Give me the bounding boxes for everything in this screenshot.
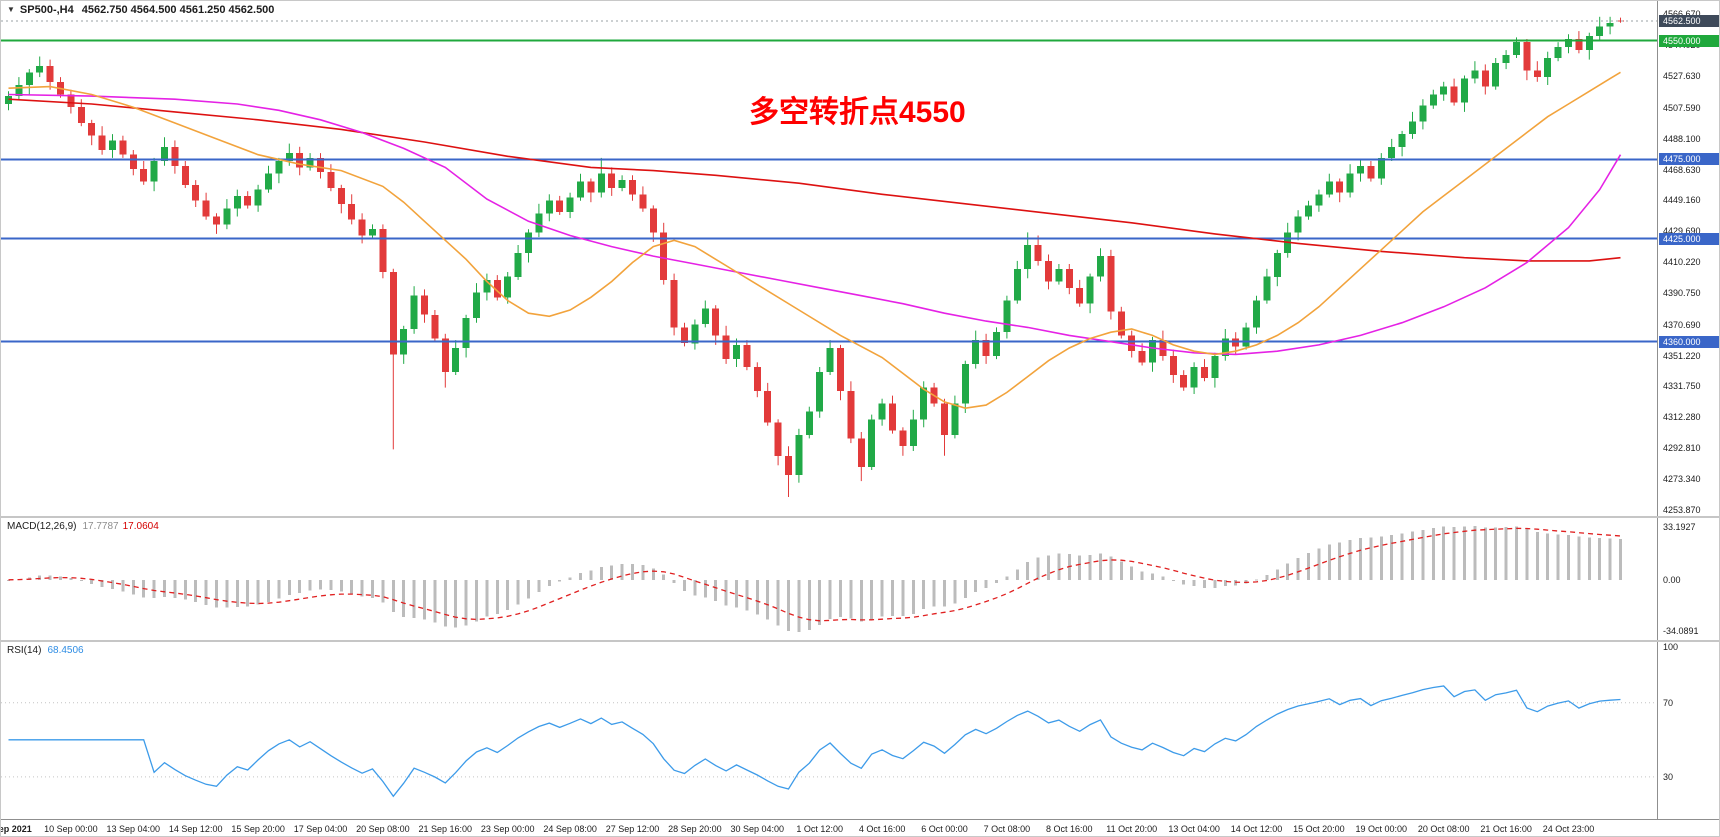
macd-axis-tick: -34.0891 — [1663, 626, 1699, 636]
time-axis-label: 28 Sep 20:00 — [668, 824, 722, 834]
price-level-tag: 4360.000 — [1659, 335, 1719, 348]
price-axis-tick: 4253.870 — [1663, 504, 1701, 515]
rsi-indicator-name: RSI(14) — [7, 645, 42, 656]
time-axis-label: 19 Oct 00:00 — [1355, 824, 1408, 834]
rsi-canvas[interactable] — [1, 642, 1657, 819]
rsi-axis-tick: 30 — [1663, 771, 1674, 782]
price-axis-tick: 4410.220 — [1663, 257, 1701, 268]
candles-group — [5, 16, 1624, 497]
time-axis-label: 8 Oct 16:00 — [1046, 824, 1093, 834]
macd-main-value: 17.7787 — [82, 521, 119, 532]
rsi-value: 68.4506 — [47, 645, 84, 656]
macd-signal-line — [8, 527, 1621, 622]
price-panel: ▼ SP500-,H4 4562.750 4564.500 4561.250 456… — [1, 1, 1719, 516]
time-axis-label: 15 Oct 20:00 — [1293, 824, 1345, 834]
time-axis-label: 13 Sep 04:00 — [106, 824, 161, 834]
panel-splitter[interactable] — [1, 516, 1719, 518]
main-chart-canvas[interactable] — [1, 1, 1657, 516]
macd-label: MACD(12,26,9) 17.7787 17.0604 — [7, 521, 159, 532]
macd-axis-tick: 33.1927 — [1663, 522, 1696, 532]
fast-ma-orange — [8, 71, 1621, 410]
time-axis-label: 10 Sep 00:00 — [44, 824, 98, 834]
macd-axis-tick: 0.00 — [1663, 574, 1681, 585]
macd-indicator-name: MACD(12,26,9) — [7, 521, 77, 532]
macd-axis[interactable]: 33.1927 0.00 -34.0891 — [1657, 518, 1719, 640]
time-axis-label: 24 Sep 08:00 — [543, 824, 597, 834]
price-axis-tick: 4566.670 — [1663, 9, 1701, 19]
slow-ma-red — [8, 98, 1621, 262]
time-axis-label: 4 Oct 16:00 — [858, 824, 906, 834]
time-axis-label: 14 Sep 12:00 — [168, 824, 223, 834]
price-axis-tick: 4429.690 — [1663, 226, 1701, 237]
time-labels-strip: 8 Sep 2021 10 Sep 00:00 13 Sep 04:00 14 Sep… — [1, 820, 1657, 836]
time-axis-label: 24 Oct 23:00 — [1542, 824, 1595, 834]
price-axis-tick: 4527.630 — [1663, 71, 1701, 82]
time-axis-label: 7 Oct 08:00 — [983, 824, 1031, 834]
macd-panel: MACD(12,26,9) 17.7787 17.0604 33.1927 0.00 -… — [1, 518, 1719, 640]
time-axis-label: 17 Sep 04:00 — [293, 824, 348, 834]
price-axis-tick: 4507.590 — [1663, 102, 1701, 113]
macd-histogram — [7, 526, 1622, 632]
rsi-line — [8, 685, 1621, 798]
time-axis-label: 27 Sep 12:00 — [605, 824, 660, 834]
price-axis-tick: 4351.220 — [1663, 350, 1701, 361]
time-axis-label: 11 Oct 20:00 — [1106, 824, 1158, 834]
price-level-tag: 4425.000 — [1659, 232, 1719, 245]
panel-splitter[interactable] — [1, 640, 1719, 642]
price-axis-tick: 4273.340 — [1663, 474, 1701, 484]
price-level-tag: 4562.500 — [1659, 14, 1719, 27]
time-axis-label: 6 Oct 00:00 — [921, 824, 968, 834]
price-axis-tick: 4292.810 — [1663, 443, 1701, 454]
moving-averages-group — [8, 71, 1622, 410]
rsi-axis[interactable]: 100 70 30 — [1657, 642, 1719, 819]
chart-menu-arrow-icon: ▼ — [7, 5, 15, 14]
price-axis-tick: 4390.750 — [1663, 287, 1701, 298]
chart-title: ▼ SP500-,H4 4562.750 4564.500 4561.250 456… — [7, 4, 274, 16]
time-axis-label: 8 Sep 2021 — [1, 824, 32, 834]
time-axis-label: 23 Sep 00:00 — [480, 824, 535, 834]
time-axis-label: 15 Sep 20:00 — [231, 824, 285, 834]
time-axis-label: 21 Sep 16:00 — [418, 824, 473, 834]
macd-canvas[interactable] — [1, 518, 1657, 640]
time-axis-label: 20 Oct 08:00 — [1417, 824, 1470, 834]
symbol-period-label: SP500-,H4 — [19, 4, 74, 16]
rsi-axis-tick: 100 — [1663, 642, 1679, 652]
time-axis-label: 20 Sep 08:00 — [356, 824, 410, 834]
macd-signal-value: 17.0604 — [122, 521, 159, 532]
rsi-axis-tick: 70 — [1663, 697, 1674, 708]
time-axis[interactable]: 8 Sep 2021 10 Sep 00:00 13 Sep 04:00 14 Sep… — [1, 819, 1719, 836]
rsi-label: RSI(14) 68.4506 — [7, 645, 84, 656]
price-axis-tick: 4488.100 — [1663, 133, 1701, 144]
ohlc-values: 4562.750 4564.500 4561.250 4562.500 — [81, 4, 275, 16]
price-axis-tick: 4331.750 — [1663, 381, 1701, 392]
rsi-panel: RSI(14) 68.4506 100 70 30 — [1, 642, 1719, 819]
time-axis-label: 14 Oct 12:00 — [1230, 824, 1283, 834]
price-axis-tick: 4370.690 — [1663, 319, 1701, 330]
price-axis-tick: 4468.630 — [1663, 164, 1701, 175]
price-axis[interactable]: 4566.6704547.0204527.6304507.5904488.100… — [1657, 1, 1719, 516]
price-axis-tick: 4312.280 — [1663, 412, 1701, 423]
time-axis-label: 13 Oct 04:00 — [1168, 824, 1220, 834]
time-axis-label: 1 Oct 12:00 — [796, 824, 843, 834]
price-level-tag: 4550.000 — [1659, 34, 1719, 47]
price-axis-tick: 4449.160 — [1663, 195, 1701, 206]
mid-ma-magenta — [8, 93, 1622, 356]
price-level-tag: 4475.000 — [1659, 153, 1719, 166]
annotation-text[interactable]: 多空转折点4550 — [749, 96, 966, 129]
time-axis-label: 21 Oct 16:00 — [1480, 824, 1532, 834]
horizontal-levels-group — [1, 20, 1657, 343]
time-axis-label: 30 Sep 04:00 — [730, 824, 785, 834]
